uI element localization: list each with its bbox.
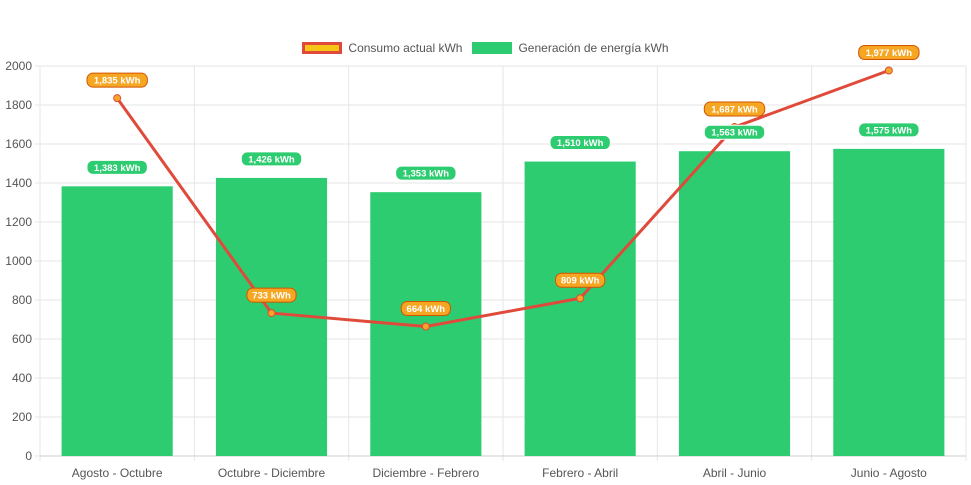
consumo-line (115, 69, 890, 329)
bar-value-label: 1,426 kWh (248, 154, 295, 165)
line-point (267, 309, 276, 318)
bar-value-label-bg (240, 151, 303, 167)
legend: Consumo actual kWh Generación de energía… (0, 41, 971, 55)
legend-swatch-consumo (302, 42, 343, 54)
x-tick-label: Febrero - Abril (542, 466, 618, 480)
y-tick-label: 1400 (5, 176, 32, 190)
line-value-label: 1,977 kWh (866, 48, 913, 59)
bar-value-label-bg (549, 135, 611, 151)
line-point (421, 322, 430, 331)
x-tick-label: Agosto - Octubre (72, 466, 163, 480)
bar-value-label-bg (703, 124, 766, 140)
bar-value-label: 1,510 kWh (557, 138, 604, 149)
line-value-label-bg (555, 272, 606, 288)
line-value-label: 664 kWh (407, 304, 446, 315)
line-point (576, 294, 585, 303)
legend-label-consumo: Consumo actual kWh (348, 41, 463, 55)
bar-value-label: 1,575 kWh (866, 125, 913, 136)
y-tick-label: 1200 (5, 215, 32, 229)
y-tick-label: 1800 (5, 98, 32, 112)
legend-label-generacion: Generación de energía kWh (518, 41, 669, 55)
y-tick-label: 1600 (5, 137, 32, 151)
y-tick-label: 600 (12, 332, 32, 346)
legend-item-generacion[interactable]: Generación de energía kWh (472, 41, 669, 55)
y-tick-label: 400 (12, 371, 32, 385)
bar (61, 186, 173, 456)
bar (524, 161, 636, 457)
bar-value-label-bg (858, 122, 920, 138)
bar-value-label: 1,383 kWh (94, 163, 141, 174)
x-tick-label: Abril - Junio (703, 466, 767, 480)
line-value-label-bg (86, 72, 148, 88)
line-value-label: 1,687 kWh (711, 105, 758, 116)
bar-value-label-bg (86, 159, 148, 175)
line-value-label: 809 kWh (561, 276, 600, 287)
y-tick-label: 0 (25, 449, 32, 463)
line-value-label-bg (400, 301, 451, 317)
line-value-label: 1,835 kWh (94, 76, 141, 87)
y-tick-label: 200 (12, 410, 32, 424)
bar (678, 151, 791, 456)
line-point (113, 94, 122, 103)
legend-swatch-generacion (472, 42, 513, 54)
x-tick-label: Octubre - Diciembre (218, 466, 326, 480)
line-value-label-bg (246, 287, 297, 303)
bar (833, 148, 945, 456)
bar-value-label: 1,353 kWh (403, 169, 450, 180)
line-point (884, 66, 893, 75)
y-tick-label: 1000 (5, 254, 32, 268)
y-tick-label: 2000 (5, 59, 32, 73)
legend-item-consumo[interactable]: Consumo actual kWh (302, 41, 462, 55)
y-tick-label: 800 (12, 293, 32, 307)
bar-value-label: 1,563 kWh (711, 128, 758, 139)
line-value-label-bg (703, 101, 766, 117)
line-value-label-bg (858, 44, 920, 60)
bar-value-label-bg (395, 165, 457, 181)
x-tick-label: Junio - Agosto (851, 466, 927, 480)
line-value-label: 733 kWh (252, 291, 291, 302)
x-tick-label: Diciembre - Febrero (372, 466, 479, 480)
